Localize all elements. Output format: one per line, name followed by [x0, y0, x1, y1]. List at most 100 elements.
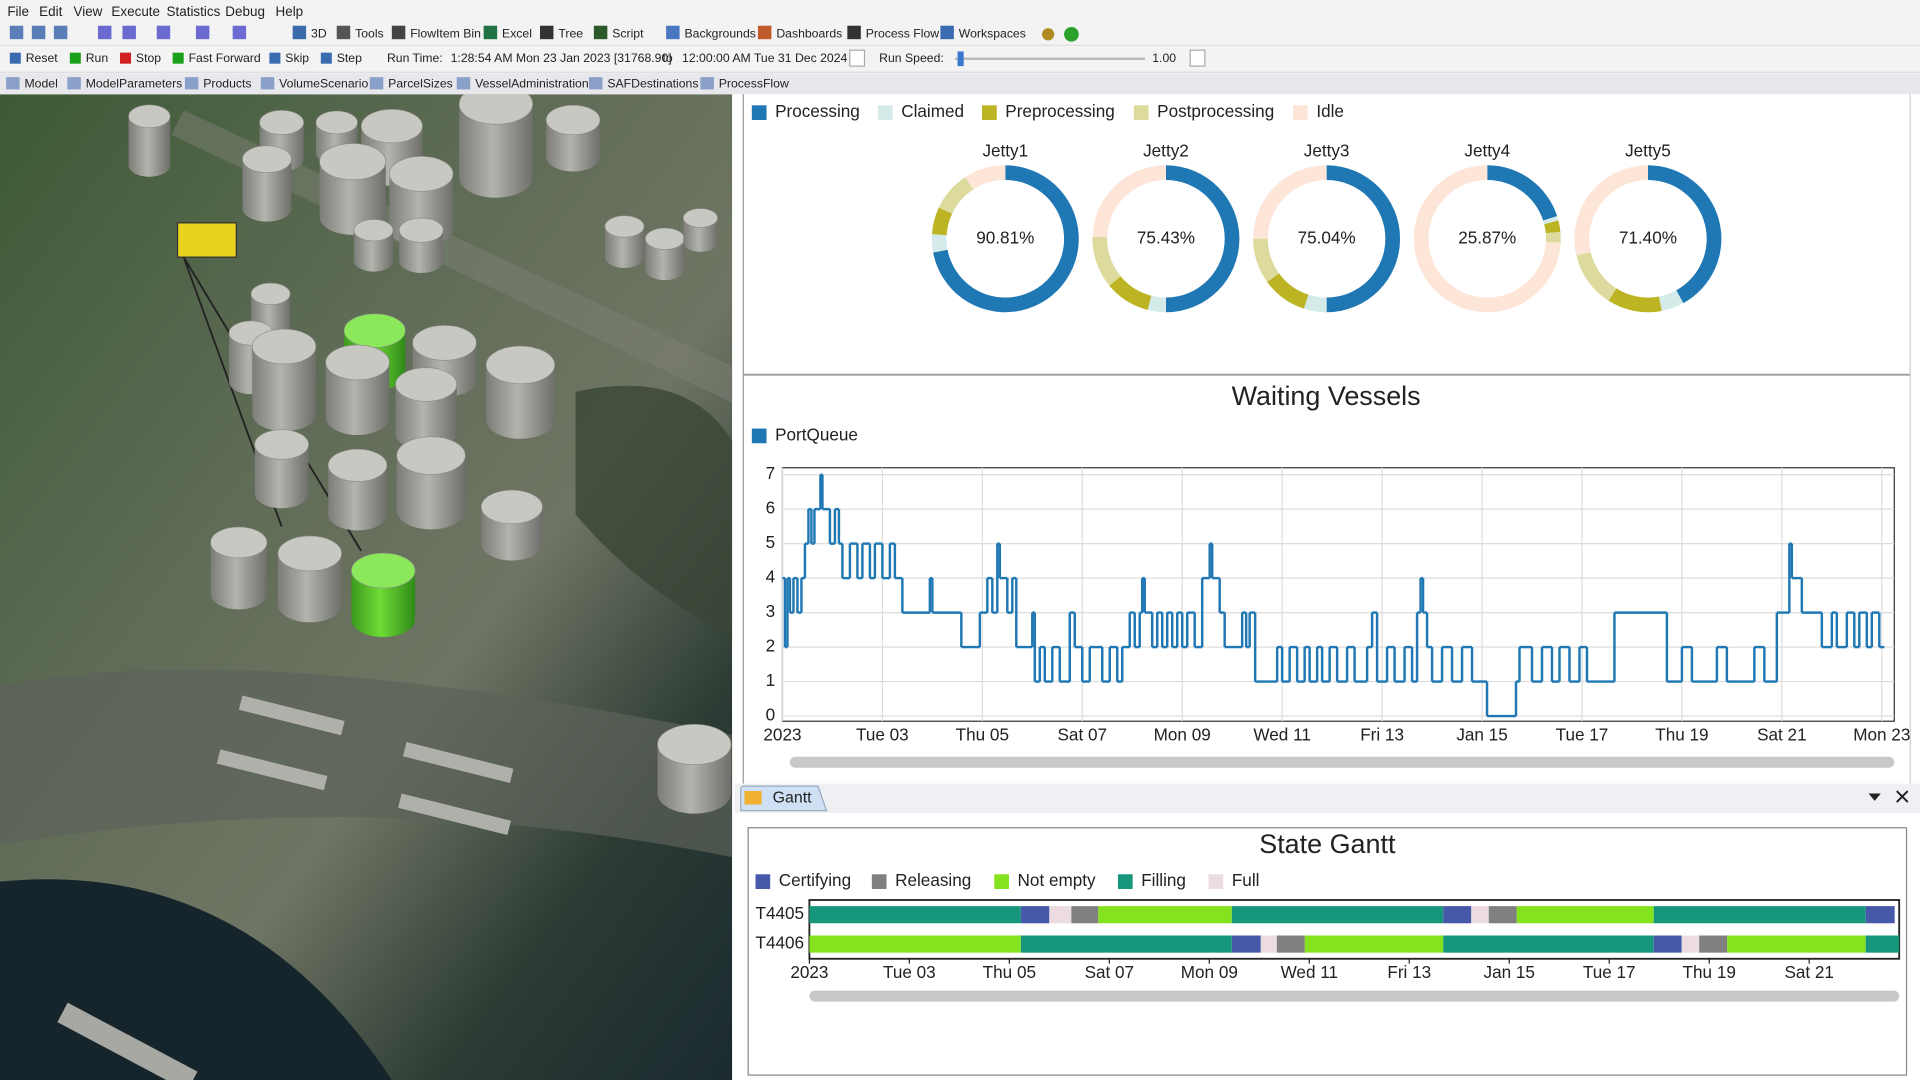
donut-segment: [1576, 251, 1617, 301]
toolbar-icon[interactable]: [391, 25, 406, 40]
gantt-bar: [1231, 935, 1261, 953]
toolbar-button[interactable]: Dashboards: [776, 27, 842, 41]
tank: [242, 159, 292, 222]
x-tick-label: Thu 05: [956, 724, 1009, 744]
toolbar-icon[interactable]: [292, 25, 307, 40]
scrollbar[interactable]: [809, 990, 1900, 1002]
menu-item[interactable]: View: [73, 4, 102, 19]
toolbar-icon[interactable]: [31, 25, 46, 40]
gantt-bar: [1727, 935, 1866, 953]
gantt-tab-label[interactable]: Gantt: [773, 790, 812, 807]
scrollbar[interactable]: [789, 756, 1895, 768]
tab[interactable]: Model: [24, 77, 57, 91]
toolbar-icon[interactable]: [757, 25, 772, 40]
run-time-label: Run Time:: [387, 51, 443, 65]
toolbar-icon[interactable]: [336, 25, 351, 40]
menu-item[interactable]: Help: [276, 4, 304, 19]
run-button[interactable]: Fast Forward: [189, 51, 261, 65]
gantt-panel-header: [734, 783, 1920, 814]
run-icon[interactable]: [120, 52, 132, 64]
tab-icon[interactable]: [6, 77, 20, 90]
tab-icon[interactable]: [456, 77, 471, 90]
tab[interactable]: ProcessFlow: [719, 77, 789, 91]
gantt-bar: [1865, 935, 1900, 953]
crane: [176, 222, 237, 258]
dropdown[interactable]: [1189, 49, 1206, 67]
run-button[interactable]: Run: [86, 51, 109, 65]
run-button[interactable]: Reset: [26, 51, 59, 65]
dropdown-arrow[interactable]: [1868, 793, 1881, 801]
tab[interactable]: ModelParameters: [86, 77, 183, 91]
chart-title: Waiting Vessels: [1232, 381, 1421, 411]
tab[interactable]: ParcelSizes: [388, 77, 453, 91]
run-button[interactable]: Skip: [285, 51, 309, 65]
run-icon[interactable]: [172, 52, 184, 64]
gantt-bar: [1516, 906, 1654, 924]
toolbar-button[interactable]: Tools: [355, 27, 384, 41]
dropdown[interactable]: [849, 49, 866, 67]
tab[interactable]: Products: [203, 77, 251, 91]
toolbar-icon[interactable]: [593, 25, 608, 40]
menu-item[interactable]: Statistics: [167, 4, 221, 19]
toolbar-icon[interactable]: [940, 25, 954, 40]
menu-item[interactable]: File: [7, 4, 29, 19]
toolbar-icon[interactable]: [483, 25, 498, 40]
tab-icon[interactable]: [588, 77, 603, 90]
tab-icon[interactable]: [184, 77, 199, 90]
toolbar-button[interactable]: 3D: [311, 27, 327, 41]
gantt-bar: [1443, 935, 1654, 953]
gantt-tab[interactable]: [740, 785, 828, 812]
pipe: [216, 749, 328, 791]
run-icon[interactable]: [269, 52, 281, 64]
gantt-bar: [1304, 935, 1444, 953]
toolbar-icon[interactable]: [847, 25, 861, 40]
toolbar-button[interactable]: Workspaces: [959, 27, 1026, 41]
tab[interactable]: VolumeScenario: [279, 77, 368, 91]
toolbar-icon[interactable]: [156, 25, 171, 40]
toolbar-icon[interactable]: [666, 25, 680, 40]
tank: [325, 362, 390, 436]
run-icon[interactable]: [69, 52, 81, 64]
tab-icon[interactable]: [67, 77, 81, 90]
speed-thumb[interactable]: [957, 51, 964, 67]
help-icon[interactable]: [1064, 26, 1079, 42]
toolbar-button[interactable]: FlowItem Bin: [410, 27, 481, 41]
gantt-bar: [1865, 906, 1895, 924]
toolbar-icon[interactable]: [53, 25, 68, 40]
tab[interactable]: SAFDestinations: [607, 77, 698, 91]
toolbar-icon[interactable]: [195, 25, 210, 40]
toolbar-button[interactable]: Script: [612, 27, 644, 41]
tab-icon[interactable]: [369, 77, 384, 90]
run-icon[interactable]: [320, 52, 332, 64]
toolbar-icon[interactable]: [122, 25, 136, 40]
donut-center-label: 25.87%: [1458, 227, 1516, 247]
settings-icon[interactable]: [1042, 28, 1055, 41]
menu-item[interactable]: Execute: [111, 4, 160, 19]
3d-view[interactable]: [0, 84, 735, 1080]
toolbar-icon[interactable]: [97, 25, 112, 40]
x-tick-label: Tue 03: [883, 962, 936, 982]
x-tick-label: Jan 15: [1456, 724, 1507, 744]
toolbar-icon[interactable]: [232, 25, 247, 40]
x-tick-label: Thu 19: [1655, 724, 1708, 744]
run-button[interactable]: Step: [337, 51, 362, 65]
tab-icon[interactable]: [700, 77, 714, 90]
toolbar-button[interactable]: Tree: [558, 27, 583, 41]
legend-label: Processing: [775, 101, 860, 121]
run-button[interactable]: Stop: [136, 51, 161, 65]
toolbar-button[interactable]: Excel: [502, 27, 532, 41]
tab[interactable]: VesselAdministration: [475, 77, 589, 91]
tab-icon[interactable]: [260, 77, 275, 90]
toolbar-button[interactable]: Backgrounds: [684, 27, 755, 41]
menu-item[interactable]: Edit: [39, 4, 62, 19]
close-button[interactable]: [1896, 790, 1909, 803]
tank-top: [360, 108, 423, 144]
toolbar-icon[interactable]: [9, 25, 24, 40]
tank: [353, 230, 394, 272]
donut-segment: [1647, 165, 1722, 304]
toolbar-button[interactable]: Process Flow: [866, 27, 940, 41]
toolbar-icon[interactable]: [540, 25, 554, 40]
menu-item[interactable]: Debug: [225, 4, 265, 19]
run-icon[interactable]: [9, 52, 21, 64]
tank-top: [645, 227, 685, 250]
